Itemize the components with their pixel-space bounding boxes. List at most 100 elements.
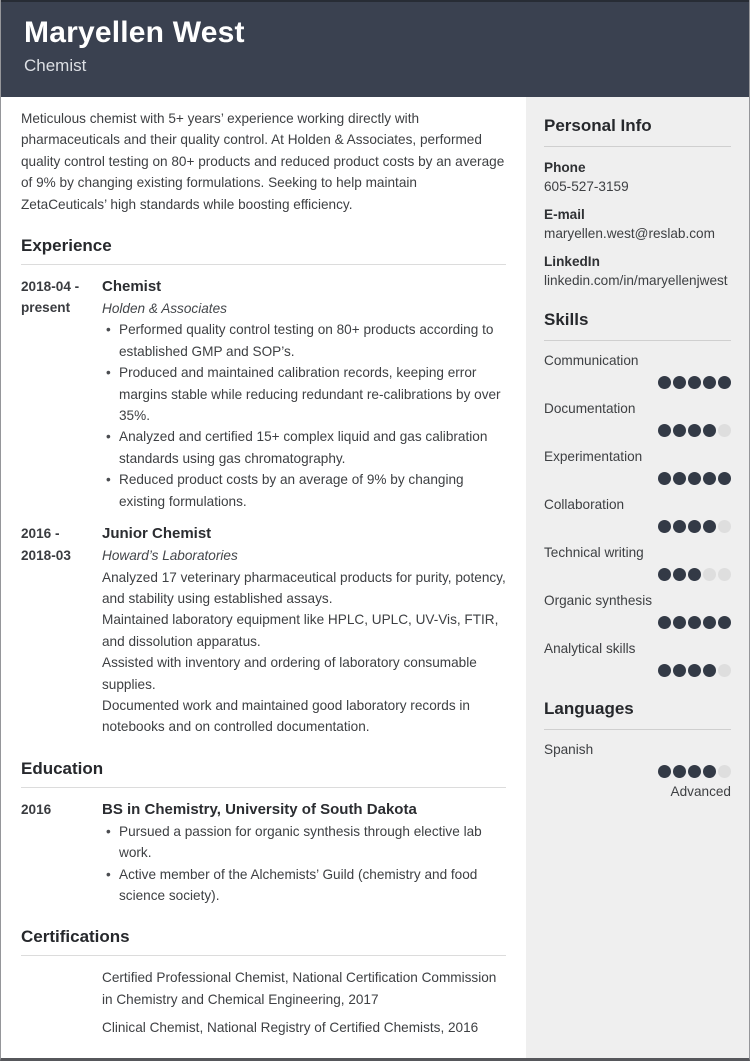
skill-dot-filled xyxy=(688,472,701,485)
skill-item: Communication xyxy=(544,353,731,389)
skill-dot-filled xyxy=(718,616,731,629)
skill-dot-filled xyxy=(658,424,671,437)
skill-dots xyxy=(544,520,731,533)
skill-dot-empty xyxy=(718,568,731,581)
entry-detail: Documented work and maintained good labo… xyxy=(102,695,506,738)
skill-dot-filled xyxy=(703,765,716,778)
personal-info-item: E-mail maryellen.west@reslab.com xyxy=(544,207,731,241)
skill-dot-filled xyxy=(673,765,686,778)
skill-dot-filled xyxy=(658,568,671,581)
personal-info-label: LinkedIn xyxy=(544,254,600,269)
skill-dot-filled xyxy=(718,472,731,485)
resume-body: Meticulous chemist with 5+ years’ experi… xyxy=(1,97,749,1058)
skill-dot-filled xyxy=(673,472,686,485)
certification-items: Certified Professional Chemist, National… xyxy=(21,967,506,1038)
entry-date-line: 2018-04 - xyxy=(21,279,80,295)
entry-detail-text: Maintained laboratory equipment like HPL… xyxy=(102,612,499,649)
skill-dot-filled xyxy=(688,765,701,778)
entry-date-line: 2016 xyxy=(21,801,52,817)
entry-company: Howard’s Laboratories xyxy=(102,548,238,564)
skill-dots xyxy=(544,472,731,485)
entry-date-line: present xyxy=(21,300,71,316)
entry: 2018-04 - present Chemist Holden & Associat… xyxy=(21,276,506,512)
entry-detail-text: Assisted with inventory and ordering of … xyxy=(102,655,477,692)
skill-dot-empty xyxy=(703,568,716,581)
entry-date-line: 2016 - xyxy=(21,526,60,542)
entry-detail-text: Analyzed and certified 15+ complex liqui… xyxy=(119,429,488,466)
skills-heading: Skills xyxy=(544,310,731,341)
personal-info-items: Phone 605-527-3159 E-mail maryellen.west@re… xyxy=(544,160,731,288)
entry-detail: • Analyzed and certified 15+ complex liqu… xyxy=(102,426,506,469)
skill-dot-empty xyxy=(718,424,731,437)
bullet-icon: • xyxy=(106,823,111,839)
skill-dot-filled xyxy=(688,568,701,581)
skill-dot-filled xyxy=(688,424,701,437)
certification-item: Clinical Chemist, National Registry of C… xyxy=(102,1020,479,1036)
skill-dot-empty xyxy=(718,765,731,778)
skill-label: Technical writing xyxy=(544,545,644,560)
skills-section: Skills Communication Documentation Experim… xyxy=(544,310,731,677)
bullet-icon: • xyxy=(106,322,111,338)
experience-section: Experience 2018-04 - present Chemist Holden… xyxy=(21,236,506,738)
entry: 2016 - 2018-03 Junior Chemist Howard’s Labo… xyxy=(21,523,506,738)
entry-content: Junior Chemist Howard’s Laboratories Analy… xyxy=(102,523,506,738)
entry-company: Holden & Associates xyxy=(102,301,227,317)
skill-dots xyxy=(544,664,731,677)
skill-dot-filled xyxy=(658,616,671,629)
skill-dot-filled xyxy=(718,376,731,389)
entry-detail: • Produced and maintained calibration rec… xyxy=(102,362,506,426)
skill-dot-filled xyxy=(703,664,716,677)
education-entries: 2016 BS in Chemistry, University of South… xyxy=(21,799,506,907)
entry-detail: Assisted with inventory and ordering of … xyxy=(102,652,506,695)
bullet-icon: • xyxy=(106,472,111,488)
entry-date: 2018-04 - present xyxy=(21,276,102,512)
language-label: Spanish xyxy=(544,742,594,757)
personal-info-value: maryellen.west@reslab.com xyxy=(544,226,715,241)
skill-dots xyxy=(544,376,731,389)
education-section: Education 2016 BS in Chemistry, Universit… xyxy=(21,759,506,907)
entry-detail-text: Pursued a passion for organic synthesis … xyxy=(119,823,482,861)
skill-label: Documentation xyxy=(544,401,636,416)
skill-dot-filled xyxy=(673,616,686,629)
skill-dot-empty xyxy=(718,664,731,677)
skill-dot-filled xyxy=(688,664,701,677)
candidate-title: Chemist xyxy=(24,56,87,75)
skill-dot-filled xyxy=(703,616,716,629)
skill-item: Experimentation xyxy=(544,449,731,485)
skill-item: Analytical skills xyxy=(544,641,731,677)
skill-dot-filled xyxy=(673,520,686,533)
bullet-icon: • xyxy=(106,365,111,381)
entry-detail-text: Analyzed 17 veterinary pharmaceutical pr… xyxy=(102,569,506,606)
skill-dot-filled xyxy=(658,520,671,533)
entry-detail: • Reduced product costs by an average of … xyxy=(102,469,506,512)
skill-dot-filled xyxy=(673,664,686,677)
skill-dots xyxy=(544,765,731,778)
skill-item: Documentation xyxy=(544,401,731,437)
entry-content: Chemist Holden & Associates • Performed qua… xyxy=(102,276,506,512)
certifications-section: Certifications Certified Professional Ch… xyxy=(21,927,506,1038)
skill-dot-filled xyxy=(703,520,716,533)
language-items: Spanish Advanced xyxy=(544,742,731,799)
skill-dot-filled xyxy=(658,472,671,485)
skill-items: Communication Documentation Experimentatio… xyxy=(544,353,731,677)
skill-dot-empty xyxy=(718,520,731,533)
skill-dot-filled xyxy=(703,424,716,437)
entry-date: 2016 xyxy=(21,799,102,907)
sidebar: Personal Info Phone 605-527-3159 E-mail mar… xyxy=(526,97,749,1058)
entry-detail: • Pursued a passion for organic synthesis… xyxy=(102,821,506,864)
bullet-icon: • xyxy=(106,429,111,445)
skill-dot-filled xyxy=(658,376,671,389)
entry-detail: Maintained laboratory equipment like HPL… xyxy=(102,609,506,652)
entry-detail-text: Reduced product costs by an average of 9… xyxy=(119,472,464,509)
personal-info-value: 605-527-3159 xyxy=(544,179,629,194)
skill-dots xyxy=(544,424,731,437)
certifications-heading: Certifications xyxy=(21,927,506,957)
entry-detail: • Performed quality control testing on 80… xyxy=(102,319,506,362)
personal-info-value: linkedin.com/in/maryellenjwest xyxy=(544,273,728,288)
personal-info-heading: Personal Info xyxy=(544,116,731,147)
experience-entries: 2018-04 - present Chemist Holden & Associat… xyxy=(21,276,506,738)
skill-item: Organic synthesis xyxy=(544,593,731,629)
languages-heading: Languages xyxy=(544,699,731,730)
skill-item: Collaboration xyxy=(544,497,731,533)
